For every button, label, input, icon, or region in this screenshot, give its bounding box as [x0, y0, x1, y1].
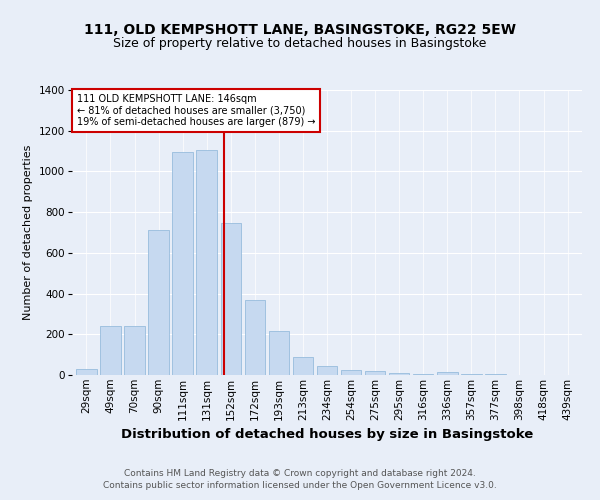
Bar — [365, 371, 385, 375]
Bar — [485, 374, 506, 375]
Bar — [245, 300, 265, 375]
Bar — [269, 331, 289, 375]
Bar — [76, 369, 97, 375]
Bar — [317, 366, 337, 375]
Y-axis label: Number of detached properties: Number of detached properties — [23, 145, 33, 320]
Text: Size of property relative to detached houses in Basingstoke: Size of property relative to detached ho… — [113, 38, 487, 51]
Bar — [196, 150, 217, 375]
Bar — [413, 374, 433, 375]
Bar — [124, 326, 145, 375]
Bar — [341, 370, 361, 375]
Bar — [461, 374, 482, 375]
Bar — [293, 356, 313, 375]
Text: 111 OLD KEMPSHOTT LANE: 146sqm
← 81% of detached houses are smaller (3,750)
19% : 111 OLD KEMPSHOTT LANE: 146sqm ← 81% of … — [77, 94, 316, 128]
Bar — [221, 224, 241, 375]
Text: Contains HM Land Registry data © Crown copyright and database right 2024.
Contai: Contains HM Land Registry data © Crown c… — [103, 469, 497, 490]
Bar — [389, 373, 409, 375]
Bar — [437, 372, 458, 375]
Text: 111, OLD KEMPSHOTT LANE, BASINGSTOKE, RG22 5EW: 111, OLD KEMPSHOTT LANE, BASINGSTOKE, RG… — [84, 22, 516, 36]
Bar — [172, 152, 193, 375]
X-axis label: Distribution of detached houses by size in Basingstoke: Distribution of detached houses by size … — [121, 428, 533, 441]
Bar — [100, 326, 121, 375]
Bar — [148, 230, 169, 375]
